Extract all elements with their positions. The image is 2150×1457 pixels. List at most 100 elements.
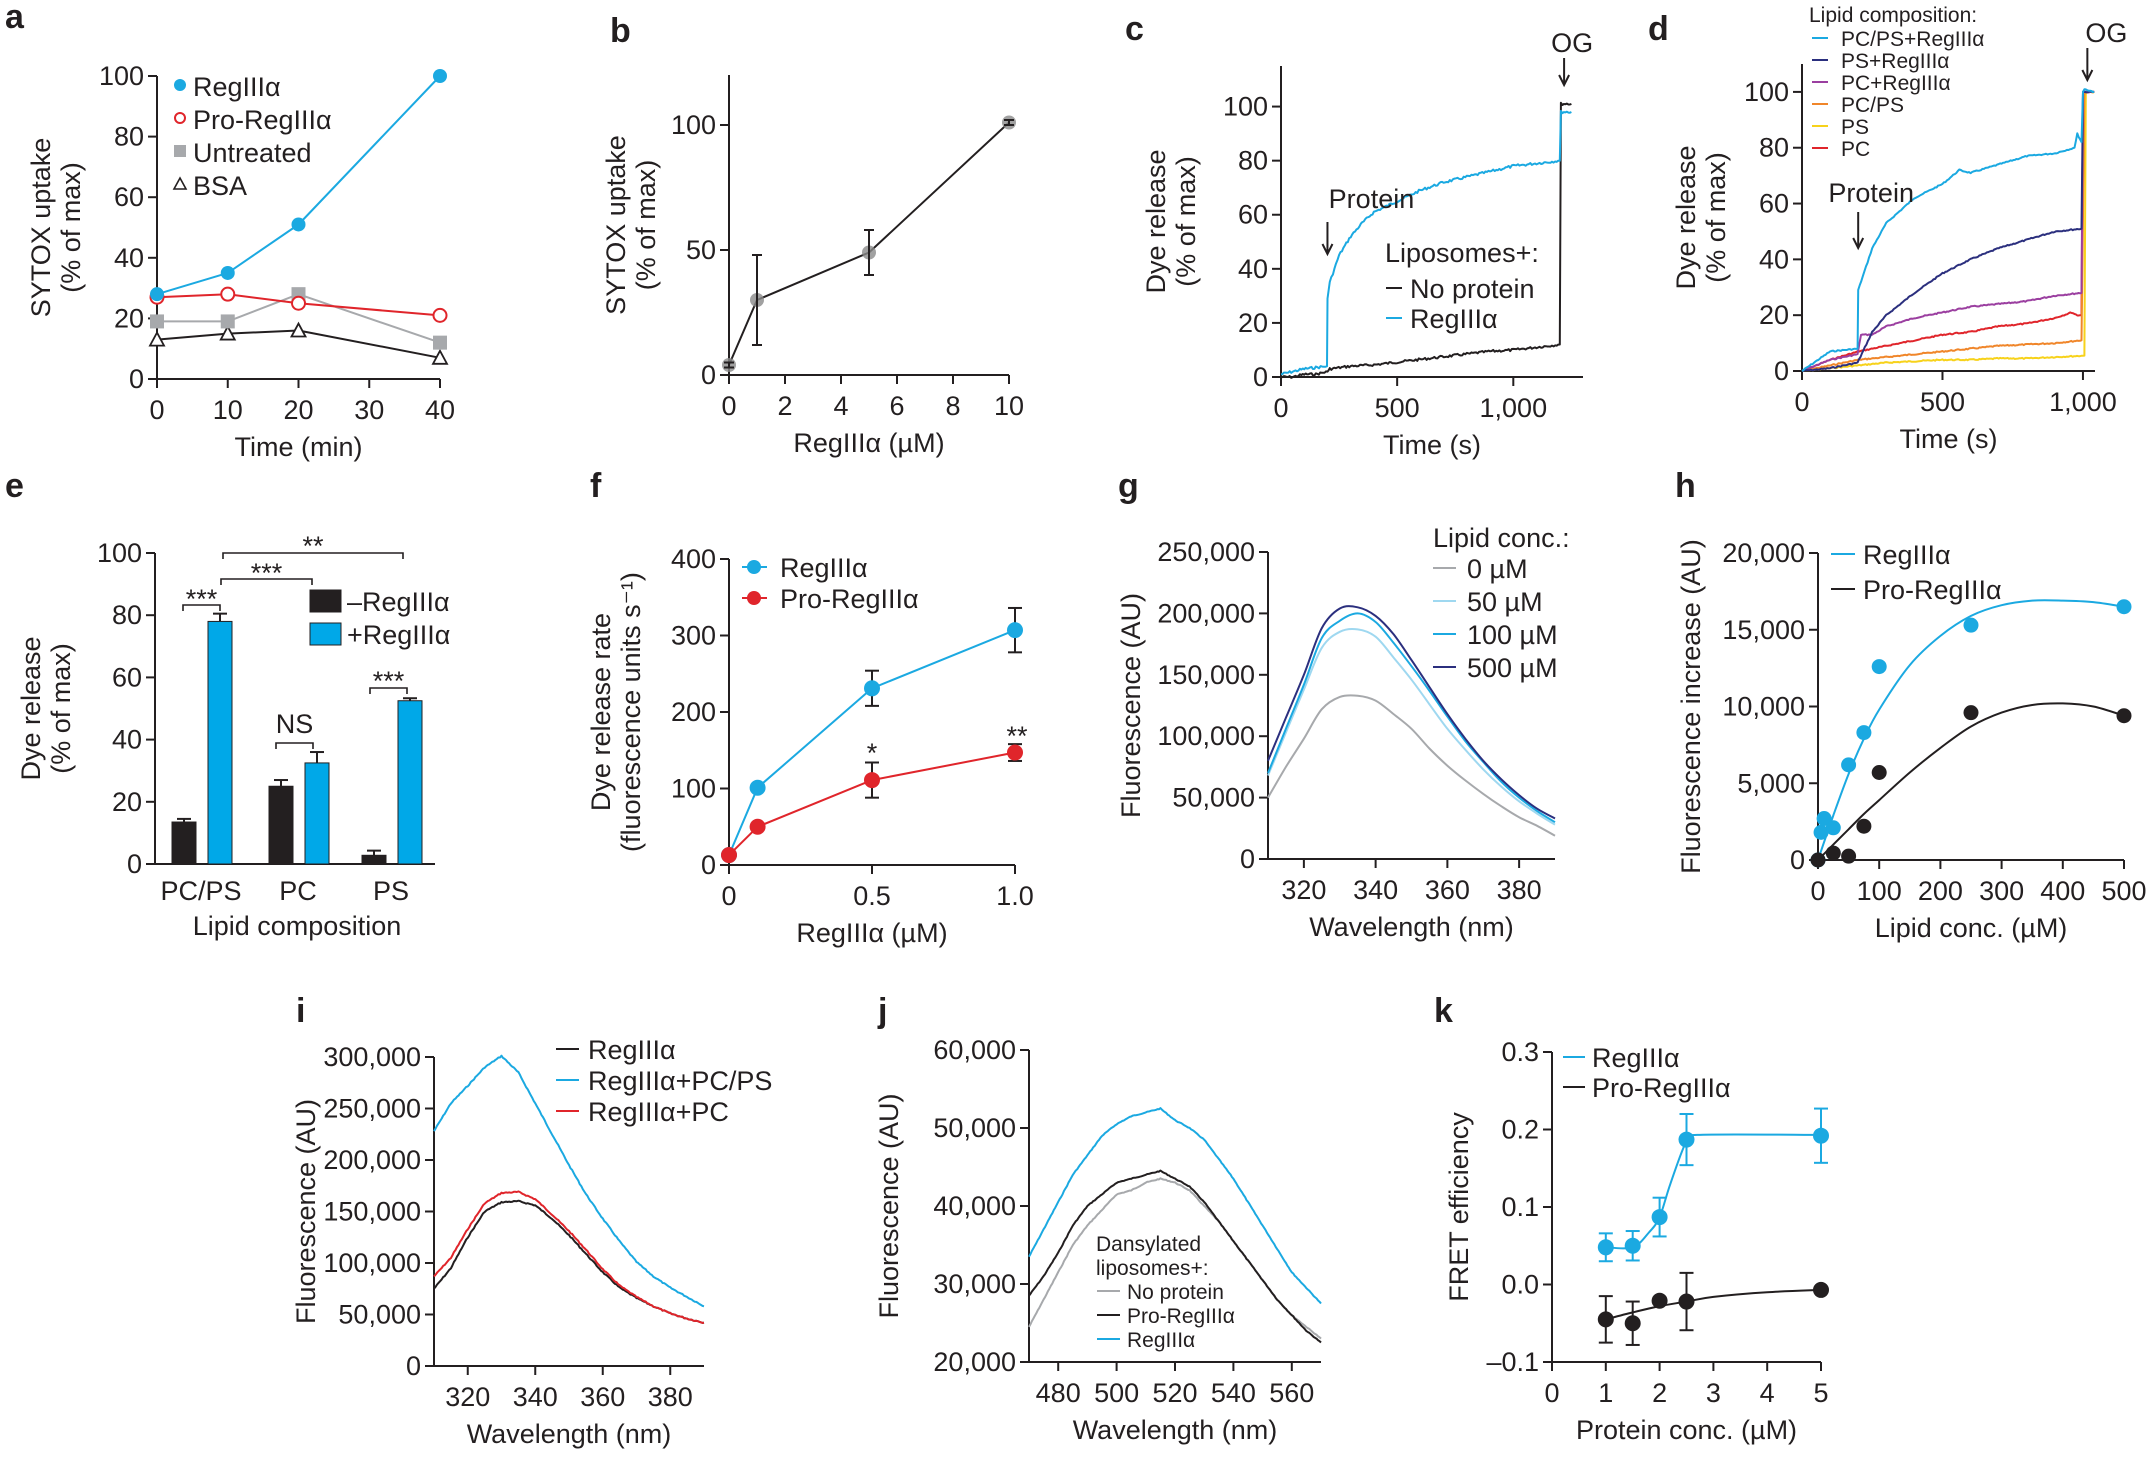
legend-title: Lipid composition: [1809, 4, 1977, 27]
y-tick-label: 50,000 [933, 1113, 1016, 1143]
significance-label: *** [186, 584, 218, 614]
panel-c: 0 20 40 60 80 100 0 500 1,000 Time (s) Dye release… [1141, 28, 1593, 460]
significance-label: * [867, 738, 878, 768]
legend-label: PS [1841, 116, 1869, 139]
y-axis-title: (% of max) [631, 160, 661, 291]
y-axis-title: (% of max) [46, 643, 76, 774]
data-point [1841, 848, 1857, 864]
x-tick-label: 8 [945, 391, 960, 421]
data-point [433, 335, 447, 350]
x-tick-label: PS [373, 876, 409, 906]
data-point [749, 818, 766, 835]
data-point [1651, 1209, 1668, 1226]
panel-label-b: b [610, 12, 631, 50]
y-tick-label: 150,000 [1157, 660, 1255, 690]
data-point [1813, 1281, 1829, 1298]
y-tick-label: 20,000 [933, 1347, 1016, 1377]
data-point [1007, 744, 1023, 761]
y-tick-label: 150,000 [323, 1197, 421, 1227]
legend-label: Untreated [193, 138, 312, 168]
panel-a: 0 20 40 60 80 100 0 10 20 30 40 Time (min) SYTOX upt… [26, 61, 455, 462]
data-point [291, 295, 306, 311]
y-tick-label: –0.1 [1486, 1347, 1539, 1377]
legend-label: RegIIIα [1410, 304, 1498, 334]
legend-label: RegIIIα [1863, 540, 1951, 570]
trace-4 [1801, 90, 2095, 372]
series-line-0 [728, 629, 1016, 856]
x-tick-label: 540 [1211, 1378, 1256, 1408]
y-tick-label: 15,000 [1722, 615, 1805, 645]
legend-label: PC+RegIIIα [1841, 72, 1951, 95]
bar [304, 762, 330, 865]
data-point [864, 772, 880, 789]
fit-curve-0 [1817, 599, 2125, 861]
legend-marker [174, 79, 186, 91]
x-tick-label: 340 [513, 1382, 558, 1412]
x-axis-title: RegIIIα (µM) [793, 428, 944, 458]
trace-0 [1280, 101, 1572, 379]
x-tick-label: 4 [833, 391, 848, 421]
data-point [1678, 1293, 1695, 1310]
y-tick-label: 250,000 [323, 1094, 421, 1124]
x-tick-label: 480 [1036, 1378, 1081, 1408]
x-tick-label: 0 [149, 395, 164, 425]
y-tick-label: 0 [127, 849, 142, 879]
legend-label: No protein [1127, 1281, 1224, 1304]
legend-marker [747, 560, 761, 574]
legend-label: BSA [193, 171, 247, 201]
y-tick-label: 100 [99, 61, 144, 91]
data-point [1624, 1315, 1641, 1332]
fit-curve-1 [1605, 1288, 1822, 1321]
panel-label-a: a [5, 0, 25, 36]
panel-h: 0 5,000 10,000 15,000 20,000 0 100 200 300 400 500… [1676, 538, 2147, 943]
y-axis-title: Dye release [16, 636, 46, 780]
legend-label: PS+RegIIIα [1841, 50, 1949, 73]
legend-label: RegIIIα+PC [588, 1097, 729, 1127]
data-point [1963, 617, 1979, 633]
legend-swatch [309, 589, 342, 613]
y-tick-label: 20 [1759, 300, 1789, 330]
y-tick-label: 40,000 [933, 1191, 1016, 1221]
legend-label: RegIIIα+PC/PS [588, 1066, 772, 1096]
x-tick-label: 400 [2040, 876, 2085, 906]
legend-label: –RegIIIα [347, 587, 450, 617]
data-point [2116, 708, 2132, 724]
legend-marker [172, 176, 188, 190]
y-axis-title: (% of max) [56, 162, 86, 293]
data-point [150, 287, 164, 302]
x-tick-label: 30 [354, 395, 384, 425]
x-tick-label: 560 [1269, 1378, 1314, 1408]
legend-marker [174, 145, 186, 157]
panel-label-f: f [590, 467, 602, 505]
x-tick-label: 10 [994, 391, 1024, 421]
y-tick-label: 250,000 [1157, 537, 1255, 567]
y-tick-label: 40 [114, 243, 144, 273]
series-line-0 [156, 75, 441, 296]
y-tick-label: 0.3 [1501, 1037, 1539, 1067]
data-point [150, 314, 164, 329]
x-tick-label: 320 [1281, 875, 1326, 905]
legend-label: Pro-RegIIIα [1127, 1305, 1235, 1328]
data-point [1597, 1311, 1614, 1328]
data-point [1963, 705, 1979, 721]
bar [171, 821, 197, 865]
y-tick-label: 80 [114, 122, 144, 152]
y-axis-title: Fluorescence (AU) [874, 1093, 904, 1318]
panel-b: 0 50 100 0 2 4 6 8 10 RegIIIα (µM) SYTOX uptake (% … [601, 75, 1024, 458]
significance-label: NS [276, 709, 314, 739]
panel-j: 20,000 30,000 40,000 50,000 60,000 480 500 520 5… [874, 1035, 1322, 1445]
data-point [1624, 1237, 1641, 1254]
x-axis-title: Wavelength (nm) [1073, 1415, 1278, 1445]
y-tick-label: 10,000 [1722, 692, 1805, 722]
legend-label: RegIIIα [1127, 1329, 1195, 1352]
data-point [1856, 818, 1872, 834]
y-tick-label: 0 [701, 850, 716, 880]
legend-label: 50 µM [1467, 587, 1543, 617]
y-tick-label: 0 [701, 360, 716, 390]
spectrum-1 [1028, 1169, 1322, 1344]
y-tick-label: 80 [1759, 133, 1789, 163]
y-tick-label: 40 [112, 725, 142, 755]
y-axis-title: (% of max) [1171, 156, 1201, 287]
y-tick-label: 60 [112, 662, 142, 692]
y-tick-label: 80 [1238, 146, 1268, 176]
